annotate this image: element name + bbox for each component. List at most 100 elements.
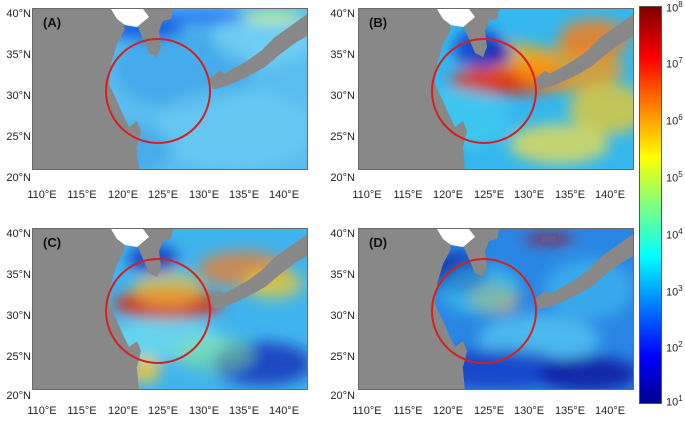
x-tick-a-140: 140°E: [268, 189, 300, 201]
panel-label-c: (C): [43, 235, 62, 250]
land-japan-a: [213, 14, 307, 89]
y-tick-a-35: 35°N: [6, 49, 31, 61]
highlight-circle-c: [105, 258, 211, 364]
field-patch-a-5: [243, 11, 303, 23]
highlight-circle-a: [105, 38, 211, 144]
land-china-c: [33, 229, 139, 389]
y-tick-c-25: 25°N: [6, 351, 31, 363]
masked-area-d: [437, 229, 475, 247]
land-hainan-c: [33, 377, 55, 389]
x-tick-d-140: 140°E: [594, 405, 626, 417]
colorbar-tick-8: 108: [666, 0, 683, 15]
field-patch-b-4: [569, 84, 633, 134]
y-tick-c-40: 40°N: [6, 228, 31, 240]
y-tick-d-40: 40°N: [330, 228, 355, 240]
highlight-circle-d: [431, 258, 537, 364]
land-china-d: [359, 229, 465, 389]
y-tick-b-40: 40°N: [330, 8, 355, 20]
x-tick-b-130: 130°E: [513, 189, 545, 201]
masked-area-b: [437, 9, 475, 27]
land-kyushu-d: [535, 291, 553, 309]
x-tick-d-130: 130°E: [513, 405, 545, 417]
map-canvas-d: [359, 229, 633, 389]
colorbar-tick-1: 101: [666, 394, 683, 409]
x-tick-d-110: 110°E: [352, 405, 382, 417]
land-taiwan-a: [129, 121, 141, 149]
x-tick-b-110: 110°E: [352, 189, 382, 201]
land-taiwan-d: [455, 341, 467, 369]
y-tick-c-30: 30°N: [6, 310, 31, 322]
y-tick-a-25: 25°N: [6, 131, 31, 143]
field-patch-a-2: [153, 89, 307, 169]
colorbar: [639, 6, 662, 404]
x-tick-d-120: 120°E: [432, 405, 464, 417]
map-panel-c: (C): [32, 228, 308, 390]
concentration-field-d: [369, 233, 633, 389]
land-taiwan-c: [129, 341, 141, 369]
field-patch-d-6: [539, 356, 633, 389]
y-tick-d-30: 30°N: [330, 310, 355, 322]
x-tick-b-140: 140°E: [594, 189, 626, 201]
field-patch-d-2: [439, 264, 519, 314]
field-patch-c-9: [173, 336, 253, 372]
land-hainan-b: [359, 157, 381, 169]
x-tick-a-125: 125°E: [147, 189, 179, 201]
land-kyushu-b: [535, 71, 553, 89]
field-patch-b-5: [509, 124, 609, 164]
map-panel-b: (B): [358, 8, 634, 170]
colorbar-tick-2: 102: [666, 340, 683, 355]
field-patch-b-7: [487, 44, 511, 64]
land-kyushu-c: [209, 291, 227, 309]
x-tick-a-130: 130°E: [188, 189, 220, 201]
panel-label-d: (D): [369, 235, 388, 250]
x-tick-c-135: 135°E: [228, 405, 260, 417]
panel-label-b: (B): [369, 15, 388, 30]
land-china-a: [33, 9, 139, 169]
x-tick-c-125: 125°E: [147, 405, 179, 417]
field-patch-c-1: [133, 271, 203, 307]
x-tick-c-115: 115°E: [67, 405, 97, 417]
x-tick-b-120: 120°E: [432, 189, 464, 201]
colorbar-tick-5: 105: [666, 170, 683, 185]
colorbar-tick-6: 106: [666, 113, 683, 128]
x-tick-d-115: 115°E: [393, 405, 423, 417]
map-canvas-c: [33, 229, 307, 389]
land-taiwan-b: [455, 121, 467, 149]
field-patch-d-8: [524, 234, 574, 244]
x-tick-a-110: 110°E: [27, 189, 57, 201]
x-tick-b-115: 115°E: [393, 189, 423, 201]
map-canvas-a: [33, 9, 307, 169]
colorbar-tick-4: 104: [666, 227, 683, 242]
land-kyushu-a: [209, 71, 227, 89]
x-tick-c-140: 140°E: [268, 405, 300, 417]
y-tick-b-35: 35°N: [330, 49, 355, 61]
x-tick-a-135: 135°E: [228, 189, 260, 201]
land-hainan-d: [359, 377, 381, 389]
y-tick-d-25: 25°N: [330, 351, 355, 363]
panel-label-a: (A): [43, 15, 62, 30]
y-tick-b-25: 25°N: [330, 131, 355, 143]
colorbar-tick-7: 107: [666, 56, 683, 71]
x-tick-c-120: 120°E: [107, 405, 139, 417]
y-tick-c-35: 35°N: [6, 269, 31, 281]
x-tick-a-115: 115°E: [67, 189, 97, 201]
x-tick-d-135: 135°E: [554, 405, 586, 417]
y-tick-d-35: 35°N: [330, 269, 355, 281]
field-patch-a-4: [148, 9, 248, 25]
highlight-circle-b: [431, 38, 537, 144]
x-tick-c-130: 130°E: [188, 405, 220, 417]
land-japan-d: [539, 234, 633, 309]
masked-area-c: [111, 229, 149, 247]
y-tick-a-30: 30°N: [6, 90, 31, 102]
y-tick-c-20: 20°N: [6, 390, 31, 402]
y-tick-b-30: 30°N: [330, 90, 355, 102]
map-panel-a: (A): [32, 8, 308, 170]
map-panel-d: (D): [358, 228, 634, 390]
land-japan-c: [213, 234, 307, 309]
masked-area-a: [111, 9, 149, 27]
land-hainan-a: [33, 157, 55, 169]
colorbar-tick-3: 103: [666, 284, 683, 299]
land-china-b: [359, 9, 465, 169]
field-patch-d-3: [544, 259, 633, 319]
y-tick-b-20: 20°N: [330, 172, 355, 184]
